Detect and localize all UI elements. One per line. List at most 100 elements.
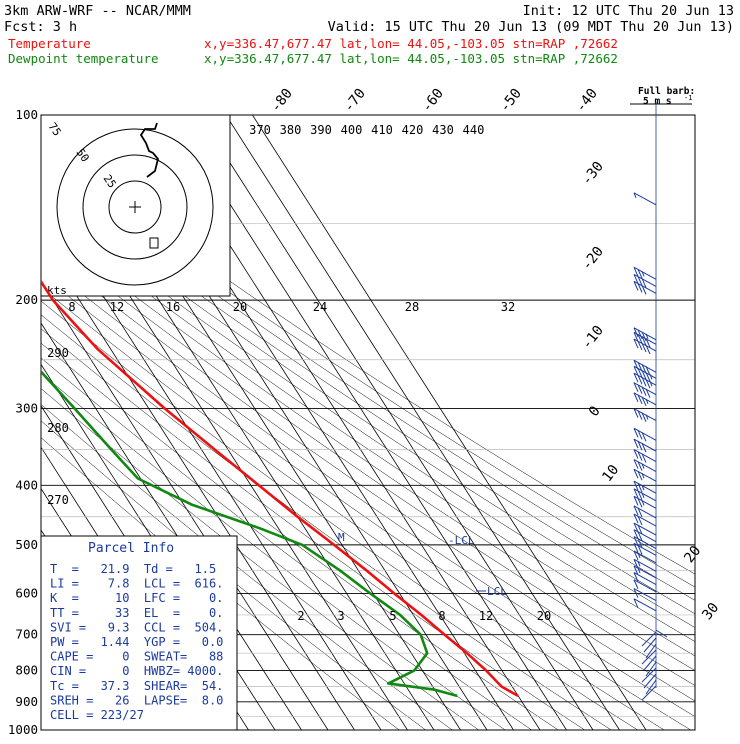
hodograph-unit-label: kts [47, 284, 67, 297]
hodograph-ring-label: 50 [74, 146, 92, 164]
barb-flag [633, 579, 639, 589]
barb-flag [633, 382, 639, 392]
temperature-tick-label: 0 [586, 403, 604, 419]
wind-barb [643, 655, 657, 671]
barb-flag [641, 376, 647, 387]
barb-flag [633, 559, 639, 569]
wind-barb [645, 643, 657, 659]
level-label: -LCL [448, 534, 475, 547]
barb-staff [633, 542, 657, 556]
wind-barb [641, 667, 657, 683]
wind-barb [633, 273, 657, 288]
barb-flag [637, 329, 643, 339]
hodograph: 75 50 25 [40, 114, 231, 297]
dry-adiabat [41, 274, 692, 730]
barb-staff [633, 438, 657, 452]
barb-half [633, 192, 637, 199]
wind-barb [643, 637, 657, 653]
theta-label: 280 [47, 421, 69, 435]
parcel-row: CAPE = 0 SWEAT= 88 [50, 650, 223, 664]
barb-flag [633, 550, 639, 561]
storm-motion-marker [149, 237, 159, 249]
pressure-tick-label: 100 [15, 107, 38, 122]
barb-staff [633, 572, 657, 585]
barb-flag [633, 565, 639, 576]
hodograph-speed-label: 8 [68, 300, 75, 314]
barb-flag [637, 283, 643, 293]
barb-flag [641, 285, 647, 295]
barb-flag [633, 274, 639, 284]
wind-barb [633, 488, 657, 502]
forecast-hour: Fcst: 3 h [4, 19, 77, 35]
barb-flag [637, 507, 643, 518]
wind-barb [641, 649, 657, 665]
parcel-title: Parcel Info [88, 541, 174, 556]
theta-label: 390 [310, 123, 332, 137]
barb-flag [645, 388, 651, 398]
barb-staff [633, 266, 657, 280]
temperature-tick-label: 30 [699, 600, 722, 623]
barb-flag [637, 374, 643, 385]
barb-half [641, 484, 645, 491]
init-time: Init: 12 UTC Thu 20 Jun 13 [523, 3, 734, 19]
sounding-profiles [41, 279, 519, 698]
barb-staff [633, 331, 657, 345]
barb-staff [633, 192, 657, 206]
barb-flag [645, 344, 651, 355]
barb-flag [641, 364, 647, 374]
isotherm-line [41, 280, 329, 730]
wind-barb [633, 480, 657, 494]
barb-flag [633, 513, 639, 524]
barb-flag [637, 440, 643, 451]
hodograph-trace [139, 122, 159, 178]
barb-flag [637, 410, 643, 420]
model-title: 3km ARW-WRF -- NCAR/MMM [4, 3, 191, 19]
barb-flag [633, 505, 639, 516]
barb-flag [637, 515, 643, 526]
pressure-tick-label: 400 [15, 477, 38, 492]
dry-adiabat [41, 224, 695, 671]
wind-barb [643, 673, 657, 689]
wind-barb [633, 550, 657, 564]
barb-flag [637, 394, 643, 405]
barb-flag [645, 378, 651, 389]
barb-flag [637, 538, 643, 548]
wind-barb [633, 266, 657, 280]
theta-label: 380 [280, 123, 302, 137]
mixing-ratio-label: 2 [297, 609, 304, 623]
wind-barb [633, 331, 657, 348]
barb-flag [641, 336, 647, 346]
dry-adiabat [41, 388, 480, 730]
wind-barb [633, 536, 657, 550]
barb-flag [633, 428, 639, 438]
pressure-tick-label: 700 [15, 627, 38, 642]
barb-staff [633, 488, 657, 502]
dry-adiabat [41, 212, 695, 657]
barb-flag [637, 276, 643, 286]
barb-flag [637, 471, 643, 481]
wind-barb [645, 661, 657, 677]
dry-adiabat [41, 328, 586, 730]
barb-staff [633, 588, 657, 602]
barb-staff [633, 522, 657, 536]
dry-adiabat [41, 300, 639, 730]
dry-adiabat [41, 287, 665, 730]
barb-flag [633, 332, 639, 342]
dry-adiabat [41, 357, 533, 730]
theta-label: 430 [432, 123, 454, 137]
barb-staff [633, 449, 657, 462]
barb-flag [637, 498, 643, 508]
legend-temperature-info: x,y=336.47,677.47 lat,lon= 44.05,-103.05… [204, 36, 618, 51]
barb-flag [633, 488, 639, 499]
parcel-row: SVI = 9.3 CCL = 504. [50, 620, 223, 634]
dry-adiabat [41, 261, 695, 717]
parcel-row: Tc = 37.3 SHEAR= 54. [50, 679, 223, 693]
wind-barb [633, 505, 657, 519]
pressure-tick-label: 900 [15, 694, 38, 709]
barb-half [645, 333, 649, 339]
wind-barb [633, 459, 657, 473]
barb-flag [637, 334, 643, 344]
pressure-tick-label: 1000 [8, 722, 38, 737]
wind-barb [633, 495, 657, 509]
temperature-tick-label: -30 [579, 159, 607, 189]
